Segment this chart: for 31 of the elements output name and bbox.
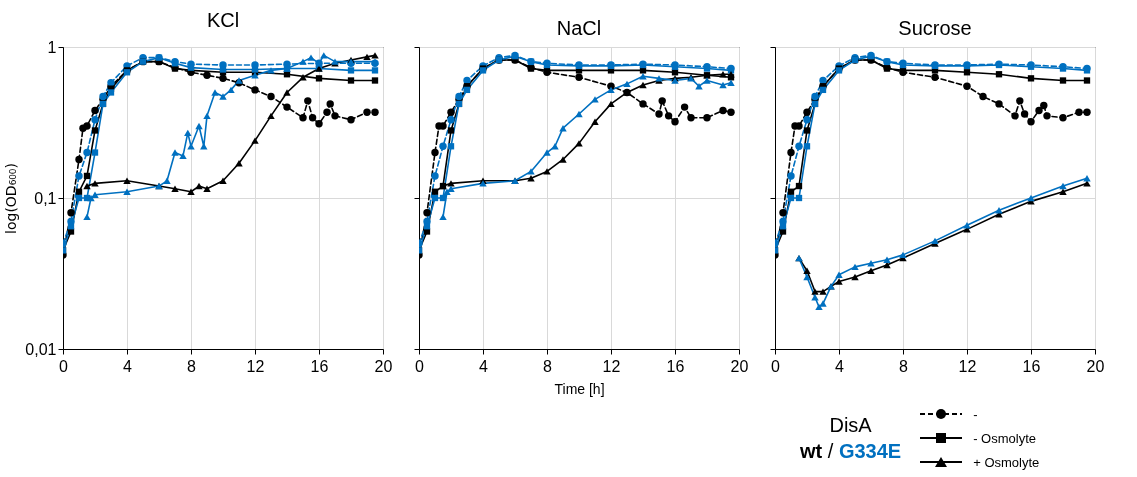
- chart-title: NaCl: [556, 16, 602, 39]
- x-tick-label: 8: [187, 357, 197, 375]
- x-tick-label: 16: [310, 357, 329, 375]
- x-tick-label: 12: [958, 357, 977, 375]
- x-tick-label: 20: [1086, 357, 1105, 375]
- x-tick-label: 4: [835, 357, 845, 375]
- x-tick-label: 12: [246, 357, 265, 375]
- x-tick-label: 8: [543, 357, 553, 375]
- y-tick-label: 0,01: [25, 340, 57, 358]
- x-tick-label: 4: [479, 357, 489, 375]
- y-axis-title: log(OD₆₀₀): [3, 163, 20, 234]
- x-tick-label: 8: [899, 357, 909, 375]
- y-tick-label: 0,1: [34, 189, 57, 207]
- x-tick-label: 4: [123, 357, 133, 375]
- text: - Osmolyte: [973, 430, 1037, 446]
- y-tick-label: 1: [47, 38, 57, 56]
- x-tick-label: 20: [374, 357, 393, 375]
- x-tick-label: 0: [415, 357, 425, 375]
- chart-title: Sucrose: [898, 16, 972, 39]
- chart-title: KCl: [206, 9, 240, 31]
- x-tick-label: 12: [602, 357, 621, 375]
- text: -: [973, 406, 978, 422]
- text: DisA: [828, 413, 873, 438]
- x-tick-label: 0: [59, 357, 69, 375]
- x-tick-label: 0: [771, 357, 781, 375]
- text: + Osmolyte: [973, 454, 1040, 470]
- x-tick-label: 20: [730, 357, 749, 375]
- text: wt / G334E: [800, 440, 902, 462]
- x-tick-label: 16: [666, 357, 685, 375]
- x-axis-title: Time [h]: [554, 380, 605, 397]
- x-tick-label: 16: [1022, 357, 1041, 375]
